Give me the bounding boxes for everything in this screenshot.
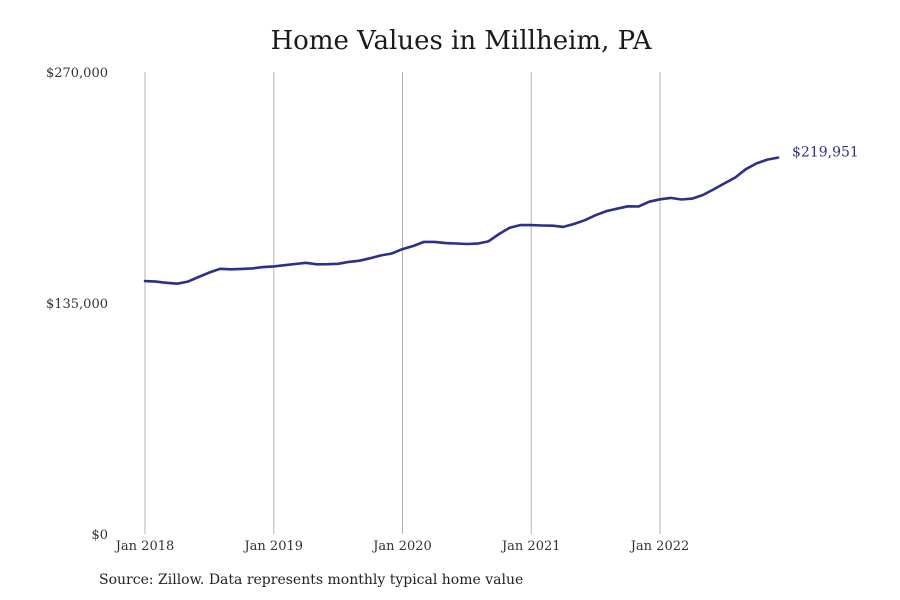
- x-axis-ticks: Jan 2018 Jan 2019 Jan 2020 Jan 2021 Jan 2022: [114, 539, 690, 554]
- y-tick-label: $270,000: [46, 66, 108, 81]
- y-axis-ticks: $0 $135,000 $270,000: [46, 66, 108, 543]
- x-tick-label: Jan 2022: [629, 539, 690, 554]
- series-layer: [143, 156, 780, 286]
- gridlines: [144, 72, 661, 534]
- series-line: [143, 156, 780, 286]
- chart-title: Home Values in Millheim, PA: [270, 26, 652, 56]
- x-tick-label: Jan 2020: [371, 539, 432, 554]
- x-tick-label: Jan 2018: [114, 539, 175, 554]
- y-tick-label: $0: [91, 528, 108, 543]
- x-tick-label: Jan 2021: [500, 539, 561, 554]
- end-value-label: $219,951: [792, 145, 859, 161]
- y-tick-label: $135,000: [46, 297, 108, 312]
- x-tick-label: Jan 2019: [242, 539, 303, 554]
- source-note: Source: Zillow. Data represents monthly …: [99, 572, 524, 588]
